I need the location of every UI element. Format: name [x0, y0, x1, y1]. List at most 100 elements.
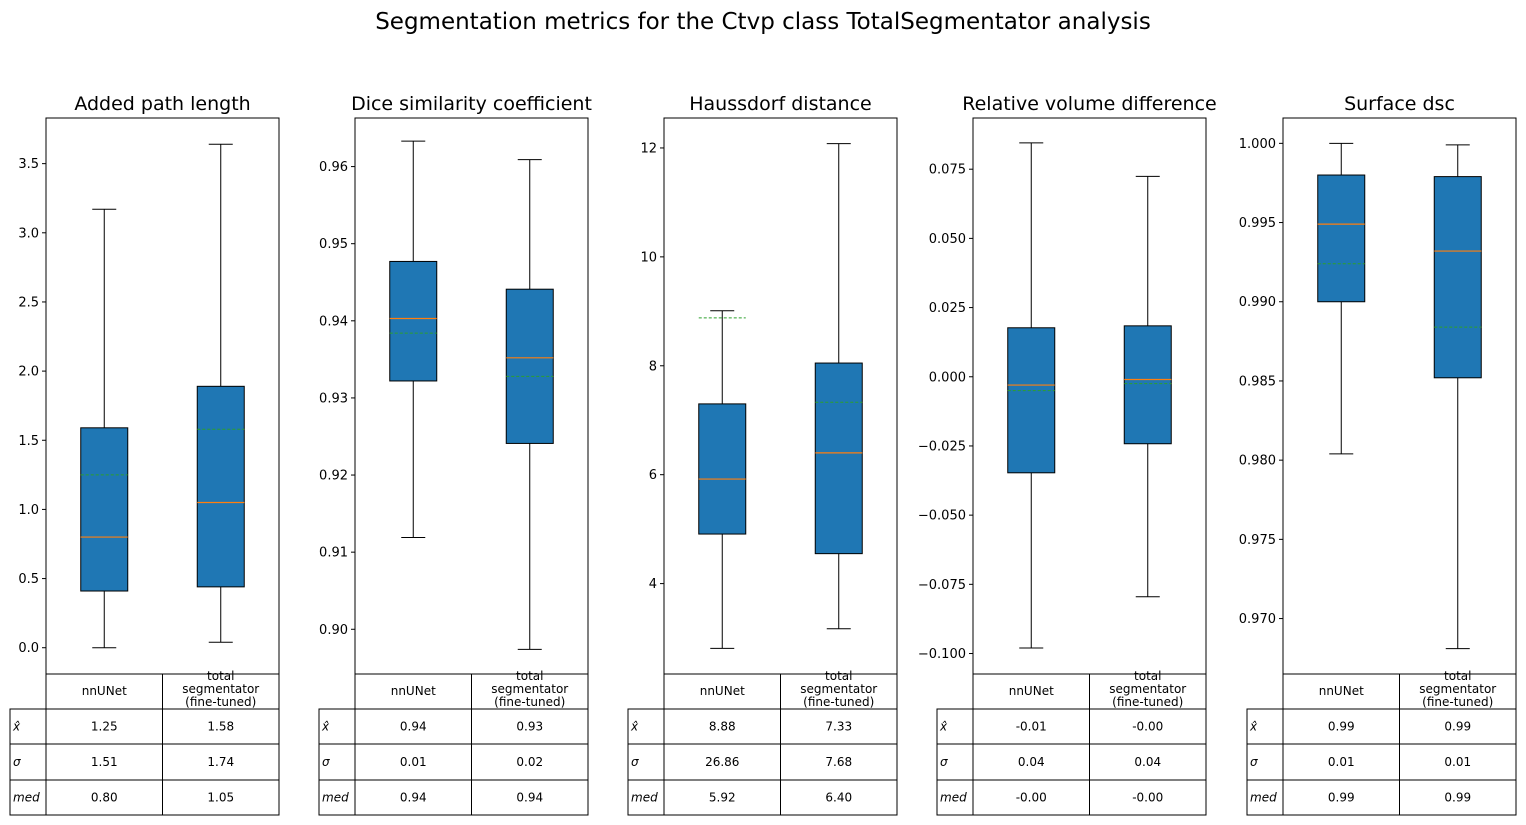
table-cell — [1282, 743, 1400, 781]
table-col-label: nnUNet — [82, 684, 127, 698]
y-tick-label: 0.970 — [1239, 612, 1276, 627]
table-col-label: nnUNet — [391, 684, 436, 698]
box-2 — [1123, 175, 1172, 598]
figure-title: Segmentation metrics for the Ctvp class … — [375, 9, 1151, 35]
table-cell — [162, 708, 280, 745]
table-value: 1.74 — [207, 755, 234, 769]
box-body — [1007, 327, 1056, 474]
y-tick-label: 0.975 — [1239, 533, 1276, 548]
y-tick-label: 2.5 — [18, 295, 39, 310]
table-value: 8.88 — [709, 720, 736, 734]
table-header-cell — [780, 673, 898, 710]
table-row-label: med — [1250, 791, 1277, 805]
y-tick-label: 0.0 — [18, 641, 39, 656]
table-cell — [780, 743, 898, 781]
table-value: 7.33 — [825, 720, 852, 734]
table-cell — [162, 743, 280, 781]
table-cell — [471, 708, 589, 745]
table-value: 0.94 — [400, 791, 427, 805]
table-value: 1.25 — [91, 720, 118, 734]
box-2 — [196, 143, 245, 643]
table-header-cell — [45, 673, 163, 710]
y-tick-label: 0.92 — [319, 469, 348, 484]
table-value: 26.86 — [705, 755, 739, 769]
table-cell — [45, 743, 163, 781]
table-value: 0.04 — [1134, 755, 1161, 769]
table-row-label-cell — [936, 779, 974, 816]
box-1 — [1317, 142, 1366, 455]
table-value: 0.01 — [1444, 755, 1471, 769]
subplot-1: Added path length 0.0 0.5 1.0 1.5 2.0 2.5 3.0 3.… — [9, 93, 280, 816]
table-row-label: σ — [940, 755, 948, 769]
table-value: 0.99 — [1444, 720, 1471, 734]
table-header-cell — [1089, 673, 1207, 710]
table-row-label: x̂ — [1249, 720, 1258, 734]
table-value: -0.01 — [1016, 720, 1047, 734]
box-1 — [1007, 142, 1056, 649]
y-tick-label: 0.050 — [929, 232, 966, 247]
subplot-title: Relative volume difference — [962, 93, 1216, 115]
subplot-title: Haussdorf distance — [689, 93, 872, 115]
table-value: 0.99 — [1444, 791, 1471, 805]
box-body — [814, 362, 863, 555]
y-tick-label: −0.100 — [918, 647, 966, 662]
table-row-label-cell — [1246, 779, 1284, 816]
table-row-label: x̂ — [321, 720, 330, 734]
box-body — [1433, 176, 1482, 379]
table-cell — [471, 743, 589, 781]
table-cell — [1282, 779, 1400, 816]
box-1 — [80, 208, 129, 649]
table-cell — [471, 779, 589, 816]
y-tick-label: −0.025 — [918, 439, 966, 454]
table-cell — [663, 708, 781, 745]
table-row-label: x̂ — [12, 720, 21, 734]
y-tick-label: 0.980 — [1239, 454, 1276, 469]
y-tick-label: 6 — [649, 468, 657, 483]
subplot-title: Dice similarity coefficient — [351, 93, 592, 115]
table-cell — [1399, 743, 1517, 781]
stats-table: nnUNet total segmentator (fine-tuned) x̂ 1.25… — [9, 669, 280, 816]
y-tick-label: 0.995 — [1239, 216, 1276, 231]
table-cell — [162, 779, 280, 816]
table-value: 5.92 — [709, 791, 736, 805]
table-value: -0.00 — [1132, 720, 1163, 734]
table-cell — [45, 779, 163, 816]
table-value: 0.01 — [1328, 755, 1355, 769]
table-value: 0.80 — [91, 791, 118, 805]
table-row-label: σ — [1250, 755, 1258, 769]
y-tick-label: 3.0 — [18, 226, 39, 241]
table-value: -0.00 — [1016, 791, 1047, 805]
table-cell — [780, 708, 898, 745]
table-col-label: nnUNet — [1319, 684, 1364, 698]
box-1 — [698, 310, 747, 649]
y-tick-label: 8 — [649, 359, 657, 374]
table-value: 1.51 — [91, 755, 118, 769]
y-tick-label: 0.025 — [929, 301, 966, 316]
box-body — [389, 260, 438, 382]
table-row-label: med — [631, 791, 658, 805]
box-body — [1317, 174, 1366, 303]
y-tick-label: 0.93 — [319, 391, 348, 406]
table-cell — [663, 779, 781, 816]
table-row-label-cell — [627, 708, 665, 745]
table-value: 0.02 — [516, 755, 543, 769]
table-col-label: total segmentator (fine-tuned) — [1419, 669, 1496, 709]
table-value: 0.94 — [400, 720, 427, 734]
subplot-4: Relative volume difference −0.100 −0.075 −0… — [918, 93, 1217, 816]
table-cell — [354, 708, 472, 745]
table-cell — [45, 708, 163, 745]
stats-table: nnUNet total segmentator (fine-tuned) x̂ 0.94… — [318, 669, 589, 816]
table-header-cell — [972, 673, 1090, 710]
table-header-cell — [471, 673, 589, 710]
subplot-5: Surface dsc 0.970 0.975 0.980 0.985 0.990 0.99… — [1239, 93, 1517, 816]
table-cell — [780, 779, 898, 816]
table-cell — [1089, 779, 1207, 816]
y-tick-label: 12 — [640, 141, 657, 156]
y-tick-label: 0.5 — [18, 572, 39, 587]
table-value: 1.05 — [207, 791, 234, 805]
table-value: 0.93 — [516, 720, 543, 734]
table-row-label: med — [13, 791, 40, 805]
stats-table: nnUNet total segmentator (fine-tuned) x̂ 0.99… — [1246, 669, 1517, 816]
table-col-label: total segmentator (fine-tuned) — [182, 669, 259, 709]
